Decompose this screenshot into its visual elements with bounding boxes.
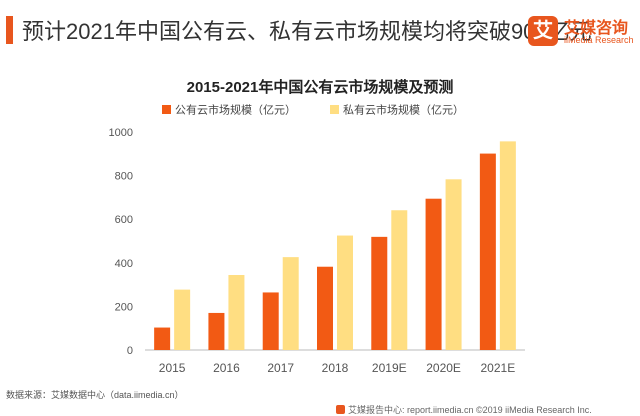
footer-credit: 艾媒报告中心: report.iimedia.cn ©2019 iiMedia … xyxy=(336,403,592,416)
data-source-note: 数据来源：艾媒数据中心（data.iimedia.cn） xyxy=(6,390,184,400)
brand-name-cn: 艾媒咨询 xyxy=(564,20,629,37)
accent-bar xyxy=(6,16,13,44)
footer-credit-text: 艾媒报告中心: report.iimedia.cn ©2019 iiMedia … xyxy=(348,405,592,415)
bar-private-cloud xyxy=(174,289,191,350)
bar-private-cloud xyxy=(499,141,516,350)
legend-label-public: 公有云市场规模（亿元） xyxy=(175,103,296,117)
x-tick-label: 2018 xyxy=(322,361,349,375)
legend-swatch-private xyxy=(330,105,339,114)
bar-private-cloud xyxy=(228,275,245,350)
bar-public-cloud xyxy=(425,198,442,350)
y-tick-label: 1000 xyxy=(109,127,133,139)
y-axis: 0 200 400 600 800 1000 xyxy=(109,127,133,357)
brand-badge-icon: 艾 xyxy=(528,16,558,46)
header: 预计2021年中国公有云、私有云市场规模均将突破900亿元 艾 艾媒咨询 iiM… xyxy=(0,0,640,62)
legend-label-private: 私有云市场规模（亿元） xyxy=(343,103,464,117)
report-icon xyxy=(336,405,345,414)
bar-public-cloud xyxy=(262,292,279,350)
x-tick-label: 2019E xyxy=(372,361,407,375)
bar-private-cloud xyxy=(337,235,353,350)
brand-name-en: iiMedia Research xyxy=(564,35,634,45)
bar-public-cloud xyxy=(317,266,333,350)
bar-public-cloud xyxy=(371,236,388,350)
page-headline: 预计2021年中国公有云、私有云市场规模均将突破900亿元 xyxy=(22,19,592,44)
bar-private-cloud xyxy=(445,179,462,350)
y-tick-label: 200 xyxy=(115,301,133,313)
y-tick-label: 400 xyxy=(115,258,133,270)
bar-private-cloud xyxy=(282,257,299,350)
y-tick-label: 0 xyxy=(127,345,133,357)
chart-title: 2015-2021年中国公有云市场规模及预测 xyxy=(187,78,454,96)
legend-swatch-public xyxy=(162,105,171,114)
x-tick-label: 2015 xyxy=(159,361,186,375)
y-tick-label: 800 xyxy=(115,171,133,183)
bar-public-cloud xyxy=(208,312,225,350)
bar-public-cloud xyxy=(479,153,496,350)
x-tick-label: 2016 xyxy=(213,361,240,375)
brand-logo: 艾 艾媒咨询 iiMedia Research xyxy=(528,14,640,50)
x-tick-label: 2020E xyxy=(426,361,461,375)
bar-chart: 2015-2021年中国公有云市场规模及预测 公有云市场规模（亿元） 私有云市场… xyxy=(109,78,525,375)
x-tick-label: 2021E xyxy=(481,361,516,375)
bar-private-cloud xyxy=(391,210,408,350)
bars xyxy=(154,141,516,350)
bar-public-cloud xyxy=(154,327,171,350)
y-tick-label: 600 xyxy=(115,214,133,226)
x-axis: 2015 2016 2017 2018 2019E 2020E 2021E xyxy=(145,349,525,375)
legend: 公有云市场规模（亿元） 私有云市场规模（亿元） xyxy=(162,103,464,117)
x-tick-label: 2017 xyxy=(267,361,294,375)
